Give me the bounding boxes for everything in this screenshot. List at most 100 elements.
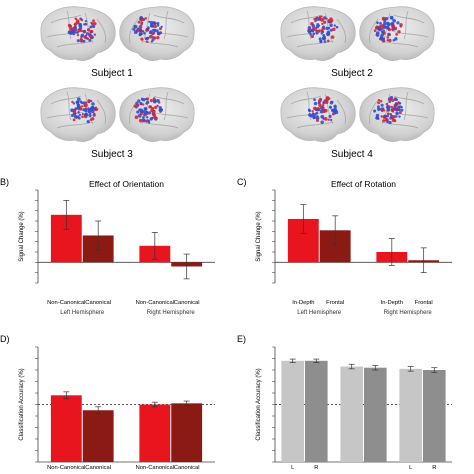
activation-voxel <box>313 101 318 106</box>
panel-label: C) <box>237 177 247 187</box>
brain-sulcus <box>56 121 94 129</box>
activation-voxel <box>149 20 154 25</box>
activation-voxel <box>329 17 333 21</box>
activation-voxel <box>158 27 163 31</box>
activation-voxel <box>323 40 327 43</box>
bar <box>82 410 114 462</box>
activation-voxel <box>156 35 160 40</box>
activation-voxel <box>388 100 392 103</box>
activation-voxel <box>386 114 390 118</box>
activation-voxel <box>330 35 335 39</box>
brain-sulcus <box>46 111 84 119</box>
y-axis-label: Signal Change (%) <box>256 211 262 261</box>
activation-voxel <box>396 21 400 25</box>
activation-voxel <box>138 24 143 29</box>
activation-voxel <box>73 23 77 26</box>
activation-voxel <box>315 26 318 30</box>
activation-voxel <box>383 114 387 119</box>
activation-voxel <box>84 19 88 23</box>
activation-voxel <box>80 18 84 22</box>
brain-sulcus <box>50 95 82 105</box>
activation-voxel <box>378 28 381 32</box>
brain-render <box>40 6 116 61</box>
activation-voxel <box>376 105 380 109</box>
activation-voxel <box>70 108 75 113</box>
x-tick-label: Canonical <box>174 300 200 306</box>
activation-voxel <box>386 21 390 26</box>
bar <box>340 366 363 462</box>
activation-voxel <box>389 112 393 116</box>
x-tick-label: Non-Canonical <box>136 465 174 471</box>
activation-voxel <box>76 34 80 37</box>
activation-voxel <box>378 24 382 29</box>
activation-voxel <box>81 115 84 119</box>
activation-voxel <box>140 21 144 25</box>
activation-voxel <box>80 29 83 33</box>
activation-voxel <box>314 19 317 23</box>
activation-voxel <box>333 104 337 108</box>
activation-voxel <box>386 36 390 39</box>
brain-render <box>119 6 195 61</box>
activation-voxel <box>151 106 155 111</box>
activation-voxel <box>140 37 144 41</box>
activation-voxel <box>156 99 160 103</box>
activation-voxel <box>83 103 88 108</box>
activation-voxel <box>318 29 321 32</box>
activation-voxel <box>95 107 99 111</box>
activation-voxel <box>132 27 136 31</box>
activation-voxel <box>329 101 334 105</box>
brain-sulcus <box>381 121 419 129</box>
activation-voxel <box>149 117 153 121</box>
activation-voxel <box>89 30 93 33</box>
activation-voxel <box>76 31 79 34</box>
activation-voxel <box>377 98 381 102</box>
activation-voxel <box>151 36 154 39</box>
activation-voxel <box>152 109 156 114</box>
activation-voxel <box>159 108 164 112</box>
brain-sulcus <box>50 14 82 24</box>
activation-voxel <box>382 119 386 123</box>
activation-voxel <box>147 111 152 115</box>
activation-voxel <box>89 99 93 103</box>
activation-voxel <box>156 24 160 27</box>
brain-render <box>359 87 435 142</box>
activation-voxel <box>72 118 76 122</box>
brain-outline <box>119 87 195 142</box>
activation-voxel <box>308 109 312 113</box>
activation-voxel <box>385 105 389 109</box>
brain-sulcus <box>129 18 139 44</box>
activation-voxel <box>146 27 149 31</box>
activation-voxel <box>74 26 78 29</box>
chart-e: E) Classification Accuracy (%) L R L R <box>237 334 452 471</box>
activation-voxel <box>153 28 157 33</box>
activation-voxel <box>322 25 326 29</box>
activation-voxel <box>317 24 321 27</box>
activation-voxel <box>375 31 380 35</box>
activation-voxel <box>137 99 141 103</box>
activation-voxel <box>150 40 154 43</box>
activation-voxel <box>320 29 324 32</box>
chart-d: D) Classification Accuracy (%) Non-Canonic… <box>0 334 215 471</box>
panel-label: B) <box>0 177 9 187</box>
activation-voxel <box>71 114 74 118</box>
activation-voxel <box>377 107 381 111</box>
x-tick-label: Canonical <box>85 465 111 471</box>
activation-voxel <box>318 108 321 112</box>
activation-voxel <box>310 34 315 39</box>
brain-sulcus <box>141 40 179 48</box>
activation-voxel <box>154 105 158 109</box>
activation-voxel <box>320 114 325 119</box>
activation-voxel <box>144 17 148 20</box>
x-tick-label: Canonical <box>174 465 200 471</box>
activation-voxel <box>325 26 329 31</box>
activation-voxel <box>327 118 330 121</box>
brain-outline <box>40 87 116 142</box>
activation-voxel <box>383 21 387 26</box>
activation-voxel <box>93 33 97 36</box>
x-tick-label: L <box>291 465 295 471</box>
brain-sulcus <box>336 99 346 125</box>
activation-voxel <box>320 15 323 18</box>
activation-voxel <box>142 103 145 106</box>
activation-voxel <box>143 107 147 111</box>
group-label: Left Hemisphere <box>60 310 105 316</box>
